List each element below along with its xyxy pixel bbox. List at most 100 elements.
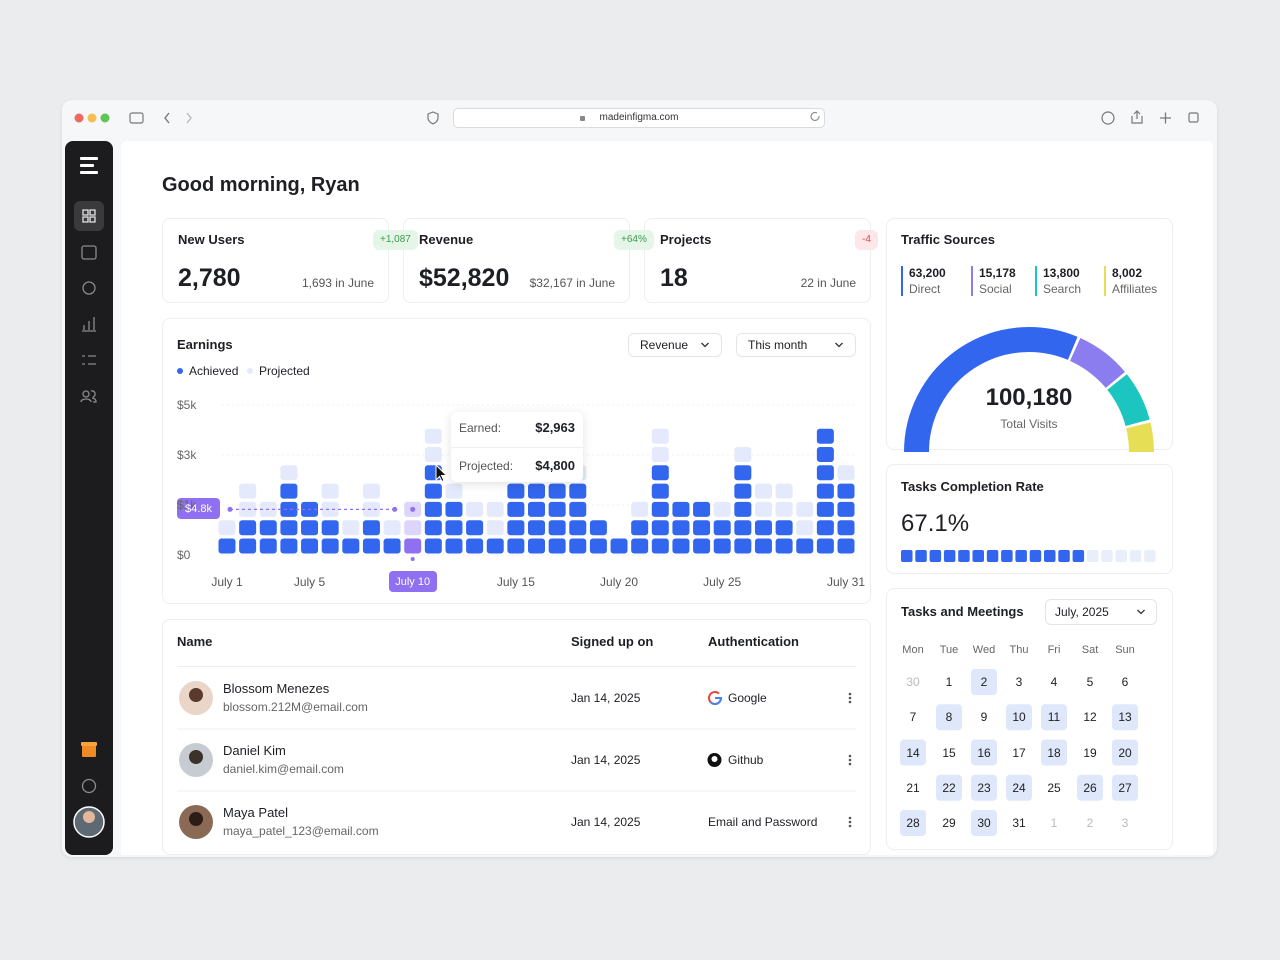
back-button[interactable] [164, 112, 170, 124]
bar-block[interactable] [569, 501, 587, 517]
bar-block[interactable] [280, 501, 298, 517]
bar-block[interactable] [589, 520, 607, 536]
bar-block[interactable] [239, 483, 257, 499]
bar-block[interactable] [301, 520, 319, 536]
bar-block[interactable] [445, 483, 463, 499]
bar-block[interactable] [713, 538, 731, 554]
bar-block[interactable] [528, 501, 545, 517]
row-menu[interactable] [848, 824, 852, 828]
settings-icon[interactable] [82, 281, 96, 295]
calendar-day[interactable]: 24 [1012, 780, 1026, 795]
bar-block[interactable] [693, 538, 711, 554]
bar-block[interactable] [548, 520, 566, 536]
bar-block[interactable] [424, 520, 442, 536]
bar-block[interactable] [816, 520, 834, 536]
bar-block[interactable] [651, 538, 669, 554]
bar-block[interactable] [507, 501, 525, 517]
bar-block[interactable] [734, 538, 752, 554]
bar-block[interactable] [280, 520, 298, 536]
row-menu[interactable] [848, 820, 852, 824]
bar-block[interactable] [321, 483, 339, 499]
calendar-day[interactable]: 15 [942, 745, 956, 760]
bar-block[interactable] [816, 447, 834, 462]
bar-block[interactable] [837, 538, 855, 554]
filter-dropdown[interactable] [736, 333, 856, 357]
bar-block[interactable] [837, 520, 855, 536]
calendar-day[interactable]: 2 [1086, 816, 1094, 830]
bar-block[interactable] [672, 538, 690, 554]
shield-icon[interactable] [427, 111, 439, 125]
bar-block[interactable] [239, 501, 257, 517]
new-tab-icon[interactable] [1160, 112, 1171, 124]
calendar-day[interactable]: 20 [1118, 745, 1132, 760]
maximize-button[interactable] [100, 113, 110, 123]
bar-block[interactable] [672, 520, 690, 536]
bar-block[interactable] [528, 538, 545, 554]
bar-block[interactable] [218, 538, 236, 554]
gift-icon[interactable] [82, 745, 96, 757]
bar-block[interactable] [280, 483, 298, 499]
bar-block[interactable] [259, 538, 277, 554]
filter-label[interactable]: Revenue [640, 338, 689, 352]
bar-block[interactable] [424, 428, 442, 444]
calendar-day[interactable]: 1 [945, 675, 953, 689]
bar-block[interactable] [816, 538, 834, 554]
bar-block[interactable] [383, 538, 401, 554]
dashboard-icon[interactable] [82, 209, 96, 223]
bar-block[interactable] [466, 520, 484, 536]
bar-block[interactable] [321, 538, 339, 554]
bar-block[interactable] [218, 520, 236, 536]
calendar-day[interactable]: 30 [977, 816, 991, 830]
calendar-day[interactable]: 5 [1086, 675, 1094, 689]
bar-block[interactable] [528, 520, 545, 536]
bar-block[interactable] [734, 501, 752, 517]
calendar-day[interactable]: 26 [1083, 780, 1097, 795]
bar-block[interactable] [754, 520, 772, 536]
bar-block[interactable] [672, 501, 690, 517]
bar-block[interactable] [239, 520, 257, 536]
bar-block[interactable] [775, 483, 793, 499]
row-menu[interactable] [848, 692, 852, 696]
bar-block[interactable] [466, 501, 484, 517]
bar-block[interactable] [796, 520, 814, 536]
bar-block[interactable] [424, 483, 442, 499]
row-menu[interactable] [848, 700, 852, 704]
bar-block[interactable] [507, 520, 525, 536]
bar-block[interactable] [796, 538, 814, 554]
bar-block[interactable] [631, 538, 649, 554]
bar-block[interactable] [713, 520, 731, 536]
analytics-icon[interactable] [82, 317, 96, 332]
bar-block[interactable] [507, 483, 525, 499]
bar-block[interactable] [486, 538, 504, 554]
row-menu[interactable] [848, 696, 852, 700]
calendar-day[interactable]: 18 [1047, 745, 1061, 760]
calendar-day[interactable]: 17 [1012, 745, 1026, 760]
calendar-day[interactable]: 1 [1050, 816, 1058, 830]
bar-block[interactable] [280, 538, 298, 554]
bar-block[interactable] [693, 520, 711, 536]
calendar-day[interactable]: 22 [942, 780, 956, 795]
bar-block[interactable] [486, 501, 504, 517]
bar-block[interactable] [424, 501, 442, 517]
bar-block[interactable] [466, 538, 484, 554]
logo[interactable] [80, 157, 98, 160]
calendar-day[interactable]: 31 [1012, 816, 1026, 830]
bar-block[interactable] [404, 520, 422, 536]
bar-block[interactable] [548, 501, 566, 517]
bar-block[interactable] [631, 520, 649, 536]
bar-block[interactable] [651, 447, 669, 462]
share-icon[interactable] [1131, 110, 1143, 124]
calendar-day[interactable]: 8 [945, 710, 953, 725]
calendar-day[interactable]: 4 [1050, 675, 1058, 689]
bar-block[interactable] [445, 501, 463, 517]
calendar-day[interactable]: 11 [1047, 710, 1061, 725]
bar-block[interactable] [321, 501, 339, 517]
bar-block[interactable] [651, 428, 669, 444]
bar-block[interactable] [693, 501, 711, 517]
bar-block[interactable] [259, 520, 277, 536]
bar-block[interactable] [816, 428, 834, 444]
bar-block[interactable] [816, 465, 834, 481]
bar-block[interactable] [445, 520, 463, 536]
bar-block[interactable] [362, 520, 380, 536]
filter-label[interactable]: This month [748, 338, 808, 352]
